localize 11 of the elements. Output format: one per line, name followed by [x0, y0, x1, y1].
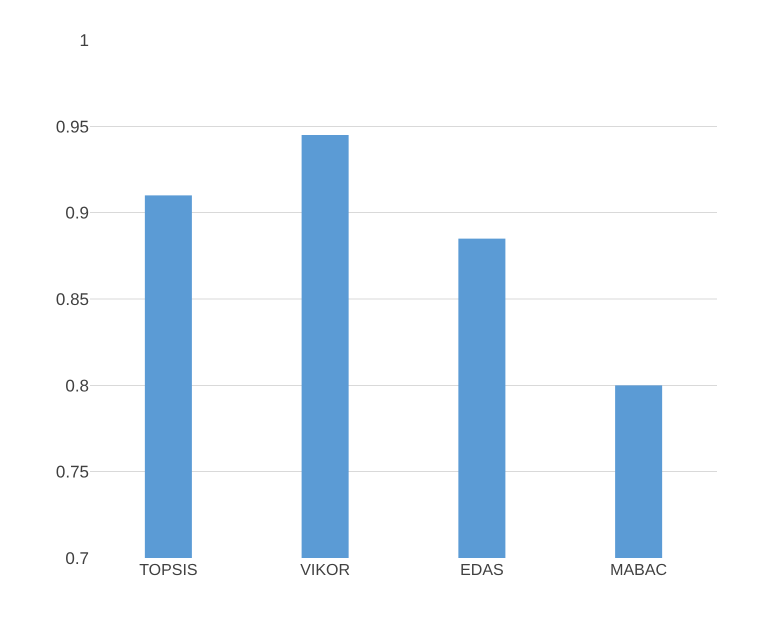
- x-tick-label: TOPSIS: [139, 562, 198, 579]
- y-tick-label: 0.9: [65, 204, 89, 223]
- y-tick-label: 0.8: [65, 376, 89, 396]
- x-tick-label: VIKOR: [300, 562, 350, 579]
- x-tick-label: MABAC: [610, 562, 668, 579]
- y-tick-label: 0.7: [65, 548, 89, 568]
- y-tick-label: 0.85: [56, 290, 89, 309]
- y-tick-label: 0.75: [56, 462, 89, 482]
- y-tick-label: 1: [80, 30, 89, 50]
- y-tick-label: 0.95: [56, 117, 89, 136]
- x-tick-label: EDAS: [460, 562, 504, 579]
